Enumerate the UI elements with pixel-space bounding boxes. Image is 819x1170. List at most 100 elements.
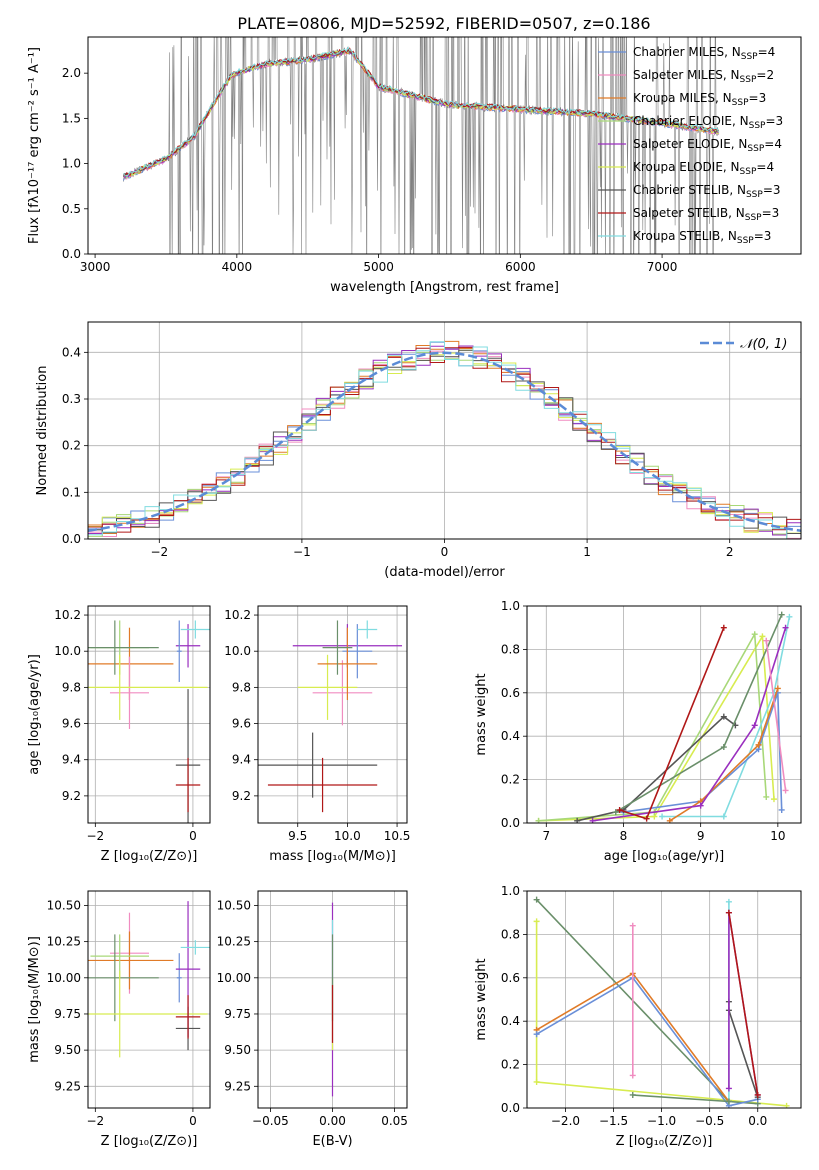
x-axis-label: Z [log₁₀(Z/Z⊙)]	[101, 849, 198, 864]
y-axis-label: age [log₁₀(age/yr)]	[27, 654, 42, 775]
chart-age_vs_mass: 9.5 10.0 10.5 9.2 9.4 9.6 9.8 10.0 10.2 mass [log…	[224, 605, 410, 864]
x-tick-label: 0.05	[381, 1114, 408, 1128]
y-tick-label: 10.00	[47, 971, 81, 985]
legend-label-suffix: =3	[763, 183, 781, 197]
y-axis-label: mass weight	[474, 958, 489, 1040]
legend-label-suffix: =3	[754, 229, 772, 243]
x-tick-label: −1.5	[599, 1114, 628, 1128]
legend-entry-label: Chabrier ELODIE, NSSP=3	[633, 114, 783, 131]
series-line	[728, 1001, 759, 1098]
gaussian-curve	[88, 351, 801, 533]
series-marker	[533, 1078, 540, 1085]
x-axis-label: wavelength [Angstrom, rest frame]	[330, 280, 559, 295]
legend-label-subscript: SSP	[745, 213, 762, 223]
plot-area	[535, 611, 793, 823]
legend-label-subscript: SSP	[740, 75, 757, 85]
model-spectrum	[123, 46, 720, 177]
y-tick-label: 9.75	[224, 1007, 251, 1021]
series-marker	[720, 813, 727, 820]
axes-frame	[526, 890, 802, 1109]
x-tick-label: 10.0	[334, 829, 361, 843]
y-tick-label: 0.8	[501, 642, 520, 656]
legend-label-main: Salpeter MILES, N	[633, 68, 740, 82]
x-tick-label: 0.00	[319, 1114, 346, 1128]
histogram-series	[88, 341, 788, 539]
x-tick-label: 9	[697, 829, 705, 843]
axes-frame	[87, 890, 211, 1109]
series-marker	[720, 624, 727, 631]
y-tick-label: 1.0	[501, 884, 520, 898]
y-tick-label: 10.0	[224, 644, 251, 658]
y-tick-label: 10.50	[217, 898, 251, 912]
x-axis-label: Z [log₁₀(Z/Z⊙)]	[616, 1134, 713, 1149]
legend-label-suffix: =4	[758, 45, 776, 59]
series-marker	[533, 1031, 540, 1038]
y-tick-label: 10.25	[217, 935, 251, 949]
series-marker	[754, 1091, 761, 1098]
legend-label-main: Kroupa ELODIE, N	[633, 160, 740, 174]
y-tick-label: 10.2	[224, 608, 251, 622]
plot-area	[88, 901, 210, 1058]
legend-label-subscript: SSP	[747, 144, 764, 154]
legend-label-subscript: SSP	[746, 190, 763, 200]
legend-label-subscript: SSP	[737, 236, 754, 246]
chart-spectrum: 3000 4000 5000 6000 7000 0.0 0.5 1.0 1.5 2.0 wavel…	[27, 36, 802, 295]
axes-frame	[87, 36, 802, 255]
legend-label-suffix: =3	[762, 206, 780, 220]
y-axis-label: Flux [fλ10⁻¹⁷ erg cm⁻² s⁻¹ A⁻¹]	[27, 47, 42, 244]
axes-frame	[87, 321, 802, 540]
series-marker	[782, 624, 789, 631]
x-axis-label: E(B-V)	[312, 1134, 352, 1149]
series-marker	[725, 1085, 732, 1092]
series-line	[728, 912, 759, 1096]
series-marker	[759, 633, 766, 640]
series-line	[536, 976, 758, 1107]
y-tick-label: 0.2	[501, 773, 520, 787]
series-marker	[782, 787, 789, 794]
legend-label-main: Kroupa MILES, N	[633, 91, 732, 105]
x-tick-label: −2	[86, 1114, 104, 1128]
y-tick-label: 0.0	[62, 532, 81, 546]
x-tick-label: 1	[583, 545, 591, 559]
series-marker	[774, 685, 781, 692]
plot-area	[258, 620, 403, 813]
series-line	[765, 640, 787, 791]
y-tick-label: 9.4	[62, 753, 81, 767]
series-marker	[770, 796, 777, 803]
y-tick-label: 0.2	[62, 439, 81, 453]
legend-entry-label: 𝒩(0, 1)	[740, 337, 787, 352]
series-marker	[755, 741, 762, 748]
legend-label-main: Salpeter ELODIE, N	[633, 137, 747, 151]
legend-label-subscript: SSP	[732, 98, 749, 108]
series-marker	[533, 918, 540, 925]
series-marker	[751, 722, 758, 729]
legend-label-main: Kroupa STELIB, N	[633, 229, 737, 243]
y-tick-label: 9.2	[232, 789, 251, 803]
legend-label-main: Chabrier STELIB, N	[633, 183, 746, 197]
y-tick-label: 9.4	[232, 753, 251, 767]
series-marker	[725, 909, 732, 916]
observed-spectrum	[123, 37, 720, 254]
x-tick-label: 8	[620, 829, 628, 843]
legend-entry-label: Kroupa ELODIE, NSSP=4	[633, 160, 774, 177]
chart-residuals: −2 −1 0 1 2 0.0 0.1 0.2 0.3 0.4 (data-model)/error…	[35, 321, 802, 580]
series-marker	[720, 744, 727, 751]
x-tick-label: 0	[189, 829, 197, 843]
legend-entry-label: Kroupa STELIB, NSSP=3	[633, 229, 771, 246]
axes-frame	[526, 605, 802, 824]
x-tick-label: −2.0	[551, 1114, 580, 1128]
x-tick-label: −1.0	[647, 1114, 676, 1128]
series-marker	[786, 613, 793, 620]
y-tick-label: 10.50	[47, 898, 81, 912]
x-axis-label: Z [log₁₀(Z/Z⊙)]	[101, 1134, 198, 1149]
series-marker	[659, 813, 666, 820]
series-marker	[629, 922, 636, 929]
y-tick-label: 9.8	[232, 680, 251, 694]
y-axis-label: Normed distribution	[35, 366, 50, 496]
y-tick-label: 9.25	[54, 1079, 81, 1093]
y-tick-label: 9.6	[62, 717, 81, 731]
x-tick-label: 10	[770, 829, 785, 843]
legend-label-suffix: =2	[756, 68, 774, 82]
legend-entry-label: Chabrier MILES, NSSP=4	[633, 45, 775, 62]
y-tick-label: 0.6	[501, 686, 520, 700]
